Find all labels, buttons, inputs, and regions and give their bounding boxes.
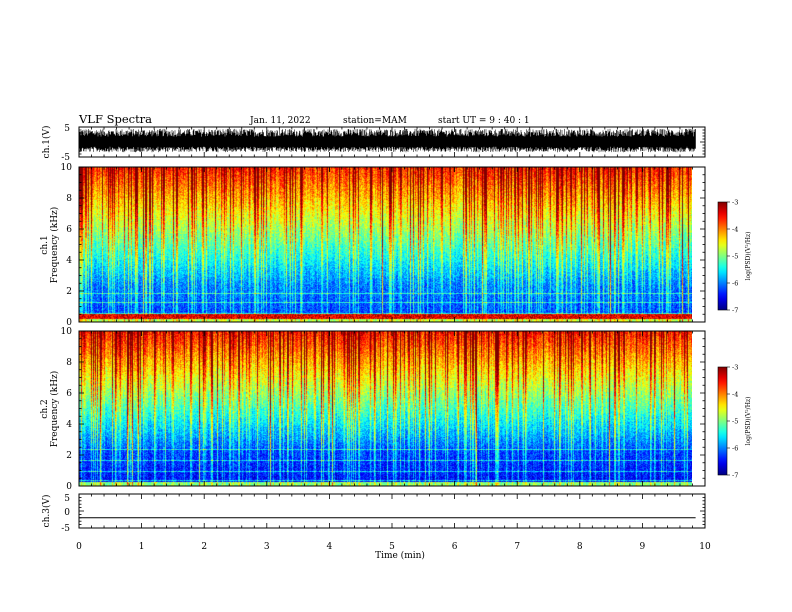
time-axis-label: Time (min) (375, 550, 425, 561)
time-axis-tick-label: 2 (201, 542, 207, 552)
header-date: Jan. 11, 2022 (249, 116, 311, 126)
ch1-spectrogram-panel: 0 2 4 6 8 10 ch.1 Frequency (kHz) (40, 163, 706, 328)
ch1-spectrogram-ytick-label: 2 (66, 287, 72, 297)
time-axis-tick-label: 5 (389, 542, 395, 552)
colorbar-tick-label: -6 (732, 279, 738, 287)
ch2-spectrogram-ytick-label: 0 (66, 482, 72, 492)
colorbar-tick-label: -3 (732, 198, 738, 206)
ch3-waveform-ticks (78, 493, 706, 529)
time-axis-tick-label: 0 (76, 542, 82, 552)
ch1-spectrogram-ytick-label: 0 (66, 318, 72, 328)
ch1-spectrogram-yticklabels: 0 2 4 6 8 10 (61, 163, 73, 328)
ch1-spectrogram-ylabel-channel: ch.1 (40, 235, 50, 254)
colorbar-tick-label: -6 (732, 444, 738, 452)
ch1-spectrogram-ytick-label: 8 (66, 194, 72, 204)
ch1-ytick-neg5: -5 (61, 153, 70, 163)
ch2-spectrogram-image (79, 331, 692, 486)
colorbar-label: log(PSD)(V²/Hz) (745, 232, 752, 281)
ch1-waveform-ylabel: ch.1(V) (41, 126, 52, 159)
colorbar-tick-label: -5 (732, 252, 738, 260)
colorbar-tick-label: -4 (732, 390, 738, 398)
time-axis-tick-label: 3 (264, 542, 270, 552)
colorbar-tick-label: -4 (732, 225, 738, 233)
ch2-spectrogram-panel: 0 2 4 6 8 10 ch.2 Frequency (kHz) (40, 327, 706, 492)
ch2-spectrogram-yticklabels: 0 2 4 6 8 10 (61, 327, 73, 492)
time-axis-tick-label: 8 (577, 542, 583, 552)
colorbar-tick-label: -7 (732, 471, 738, 479)
time-axis-tick-label: 10 (699, 542, 711, 552)
ch2-spectrogram-ytick-label: 8 (66, 358, 72, 368)
ch1-waveform-panel: 5 -5 ch.1(V) (41, 124, 706, 163)
ch3-ytick-neg5: -5 (61, 524, 70, 534)
time-axis-tick-label: 1 (139, 542, 145, 552)
ch1-colorbar: -3 -4 -5 -6 -7 log(PSD)(V²/Hz) (717, 198, 752, 314)
time-axis: 0 1 2 3 4 5 6 7 8 9 10 (76, 542, 711, 552)
header-station: station=MAM (343, 116, 407, 126)
figure-header: VLF Spectra Jan. 11, 2022 station=MAM st… (78, 112, 530, 126)
ch1-spectrogram-ytick-label: 10 (61, 163, 73, 173)
ch2-spectrogram-ytick-label: 2 (66, 451, 72, 461)
colorbar-label: log(PSD)(V²/Hz) (745, 397, 752, 446)
colorbar-tick-label: -3 (732, 363, 738, 371)
time-axis-tick-label: 6 (452, 542, 458, 552)
ch1-ytick-5: 5 (64, 124, 70, 134)
ch2-spectrogram-ylabel-channel: ch.2 (40, 399, 50, 418)
colorbar-gradient (717, 201, 728, 311)
ch2-spectrogram-ticks (78, 330, 706, 487)
ch2-spectrogram-ylabel-frequency: Frequency (kHz) (49, 371, 60, 448)
ch2-spectrogram-ytick-label: 10 (61, 327, 73, 337)
ch3-ytick-5: 5 (64, 494, 70, 504)
ch1-spectrogram-ticks (78, 166, 706, 323)
ch1-spectrogram-image (79, 167, 692, 322)
ch1-waveform-trace (79, 128, 696, 153)
ch2-colorbar: -3 -4 -5 -6 -7 log(PSD)(V²/Hz) (717, 363, 752, 479)
ch3-waveform-ylabel: ch.3(V) (41, 495, 52, 528)
ch3-ytick-0: 0 (64, 508, 70, 518)
ch2-spectrogram-ytick-label: 4 (66, 420, 72, 430)
time-axis-tick-label: 4 (327, 542, 333, 552)
ch1-spectrogram-ylabel-frequency: Frequency (kHz) (49, 207, 60, 284)
colorbar-tick-label: -5 (732, 417, 738, 425)
ch2-spectrogram-ytick-label: 6 (66, 389, 72, 399)
time-axis-tick-label: 9 (640, 542, 646, 552)
colorbar-gradient (717, 366, 728, 476)
time-axis-tick-label: 7 (514, 542, 520, 552)
colorbar-tick-label: -7 (732, 306, 738, 314)
figure-title: VLF Spectra (78, 112, 152, 126)
ch1-spectrogram-ytick-label: 4 (66, 256, 72, 266)
ch1-spectrogram-ytick-label: 6 (66, 225, 72, 235)
ch3-waveform-frame (78, 493, 706, 529)
ch1-waveform-ticks (78, 126, 706, 158)
header-start-ut: start UT = 9 : 40 : 1 (438, 116, 530, 126)
ch3-waveform-panel: 5 0 -5 ch.3(V) (41, 493, 706, 534)
